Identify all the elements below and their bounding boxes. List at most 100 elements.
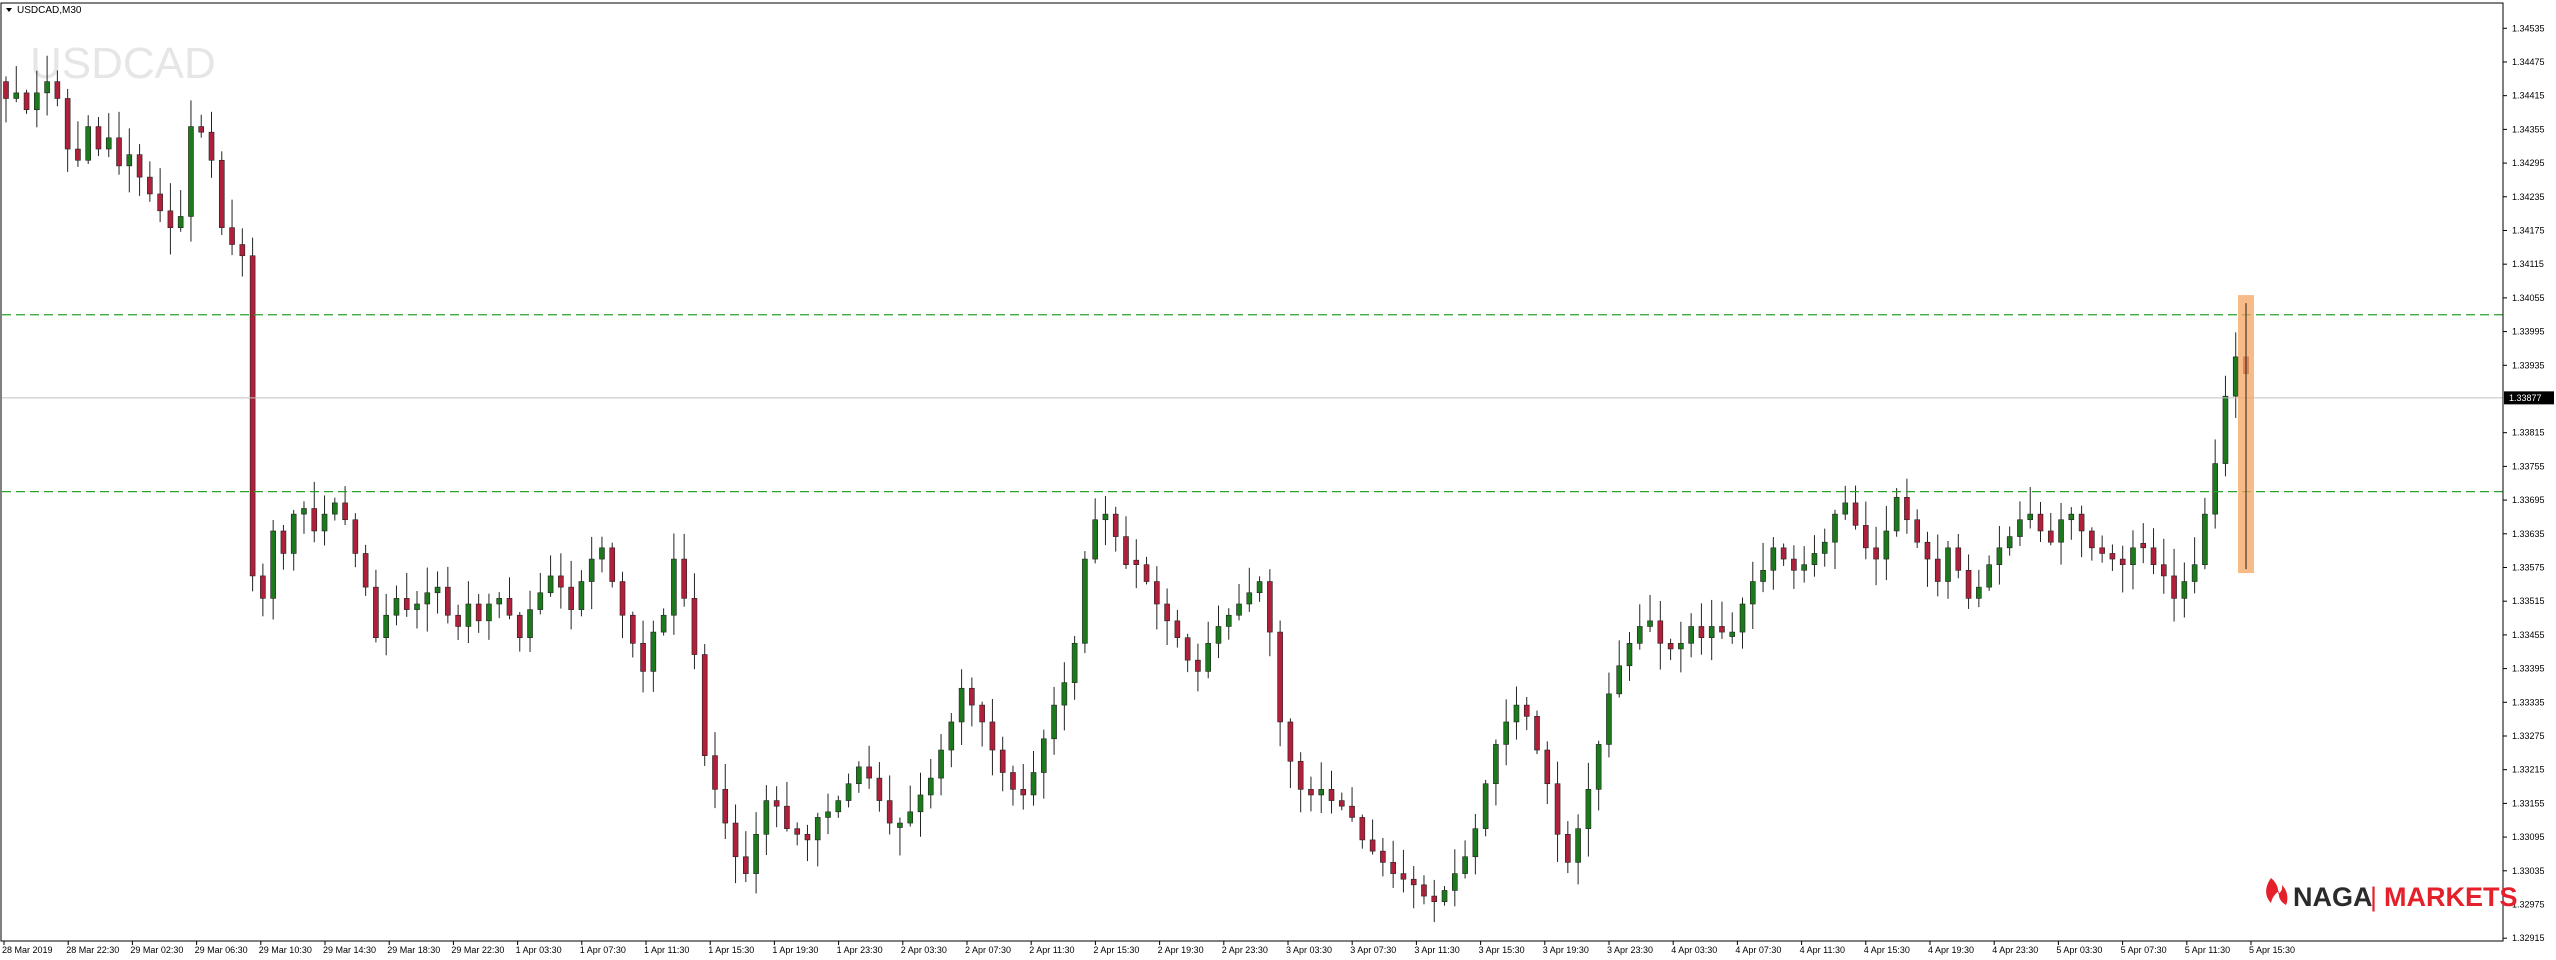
bear-candle bbox=[403, 598, 410, 610]
bull-candle bbox=[547, 575, 554, 594]
bull-candle bbox=[763, 800, 770, 835]
bull-candle bbox=[588, 558, 595, 582]
bull-candle bbox=[814, 817, 821, 841]
bear-candle bbox=[311, 508, 318, 532]
bear-candle bbox=[794, 828, 800, 835]
bear-candle bbox=[1369, 839, 1376, 852]
bull-candle bbox=[1688, 626, 1694, 644]
x-tick-label: 2 Apr 19:30 bbox=[1158, 945, 1204, 955]
x-tick-label: 4 Apr 03:30 bbox=[1671, 945, 1717, 955]
bull-candle bbox=[2212, 463, 2218, 515]
y-tick-label: 1.33935 bbox=[2512, 360, 2545, 370]
bear-candle bbox=[1338, 800, 1345, 807]
bear-candle bbox=[876, 777, 883, 801]
x-tick-label: 3 Apr 15:30 bbox=[1479, 945, 1525, 955]
bull-candle bbox=[126, 154, 133, 167]
x-tick-label: 1 Apr 15:30 bbox=[708, 945, 754, 955]
bull-candle bbox=[1482, 783, 1489, 829]
bear-candle bbox=[280, 530, 287, 554]
bear-candle bbox=[619, 581, 626, 616]
bear-candle bbox=[722, 789, 729, 824]
bull-candle bbox=[1636, 626, 1643, 644]
bull-candle bbox=[1513, 704, 1520, 723]
bull-candle bbox=[1647, 620, 1653, 627]
bear-candle bbox=[2089, 530, 2095, 549]
y-tick-label: 1.32975 bbox=[2512, 899, 2545, 909]
bear-candle bbox=[1297, 760, 1304, 790]
bear-candle bbox=[218, 159, 225, 228]
bear-candle bbox=[249, 255, 256, 577]
x-tick-label: 28 Mar 2019 bbox=[2, 945, 53, 955]
bull-candle bbox=[321, 513, 328, 532]
bull-candle bbox=[2017, 519, 2023, 537]
x-tick-label: 1 Apr 03:30 bbox=[516, 945, 562, 955]
bull-candle bbox=[2130, 547, 2136, 565]
bear-candle bbox=[1380, 850, 1386, 863]
current-price-label: 1.33877 bbox=[2509, 393, 2542, 403]
bear-candle bbox=[1400, 873, 1407, 880]
bull-candle bbox=[2027, 513, 2034, 521]
bull-candle bbox=[2202, 513, 2208, 565]
bear-candle bbox=[1554, 783, 1561, 835]
bull-candle bbox=[332, 502, 338, 515]
x-tick-label: 5 Apr 11:30 bbox=[2185, 945, 2230, 955]
x-tick-label: 2 Apr 23:30 bbox=[1222, 945, 1268, 955]
bear-candle bbox=[1164, 603, 1170, 622]
symbol-dropdown-icon[interactable] bbox=[6, 8, 12, 12]
bear-candle bbox=[2119, 558, 2126, 565]
x-tick-label: 28 Mar 22:30 bbox=[66, 945, 119, 955]
bull-candle bbox=[2058, 519, 2064, 543]
bull-candle bbox=[958, 687, 965, 723]
bear-candle bbox=[866, 766, 872, 779]
logo-brand-right: MARKETS bbox=[2384, 882, 2518, 912]
y-tick-label: 1.33695 bbox=[2512, 495, 2545, 505]
bull-candle bbox=[938, 749, 944, 779]
bull-candle bbox=[660, 614, 667, 633]
bear-candle bbox=[2109, 553, 2116, 560]
bear-candle bbox=[2160, 564, 2167, 577]
bear-candle bbox=[157, 193, 163, 212]
bull-candle bbox=[927, 777, 934, 796]
bear-candle bbox=[1154, 581, 1160, 605]
bear-candle bbox=[712, 755, 718, 790]
bull-candle bbox=[465, 603, 472, 627]
x-tick-label: 29 Mar 02:30 bbox=[130, 945, 183, 955]
bear-candle bbox=[506, 598, 513, 616]
bull-candle bbox=[424, 592, 431, 605]
bear-candle bbox=[373, 586, 379, 638]
bull-candle bbox=[1606, 693, 1612, 745]
bull-candle bbox=[2068, 513, 2075, 521]
bear-candle bbox=[198, 126, 205, 133]
bear-candle bbox=[2150, 547, 2157, 565]
bull-candle bbox=[907, 811, 914, 824]
bull-candle bbox=[917, 794, 924, 813]
bull-candle bbox=[1883, 530, 1890, 560]
bull-candle bbox=[188, 126, 194, 217]
bear-candle bbox=[1873, 547, 1879, 560]
bear-candle bbox=[1308, 789, 1314, 796]
bull-candle bbox=[2191, 564, 2198, 582]
x-tick-label: 29 Mar 06:30 bbox=[195, 945, 248, 955]
bull-candle bbox=[1821, 541, 1828, 554]
bull-candle bbox=[1205, 643, 1212, 672]
bull-candle bbox=[1749, 581, 1756, 605]
y-tick-label: 1.33455 bbox=[2512, 630, 2545, 640]
bear-candle bbox=[2099, 547, 2105, 554]
x-axis: 28 Mar 2019 28 Mar 22:30 29 Mar 02:30 29 Ma… bbox=[2, 941, 2295, 955]
bull-candle bbox=[290, 513, 297, 554]
bear-candle bbox=[1123, 536, 1129, 565]
bull-candle bbox=[1092, 519, 1098, 560]
x-tick-label: 2 Apr 11:30 bbox=[1029, 945, 1074, 955]
y-tick-label: 1.32915 bbox=[2512, 933, 2545, 943]
bull-candle bbox=[527, 609, 533, 638]
symbol-label: USDCAD,M30 bbox=[17, 5, 82, 16]
y-tick-label: 1.33155 bbox=[2512, 798, 2545, 808]
bear-candle bbox=[886, 800, 893, 824]
y-tick-label: 1.33995 bbox=[2512, 327, 2545, 337]
x-tick-label: 5 Apr 15:30 bbox=[2249, 945, 2295, 955]
bear-candle bbox=[1184, 637, 1191, 661]
x-tick-label: 2 Apr 03:30 bbox=[901, 945, 947, 955]
bull-candle bbox=[1256, 581, 1263, 594]
bull-candle bbox=[434, 586, 441, 594]
